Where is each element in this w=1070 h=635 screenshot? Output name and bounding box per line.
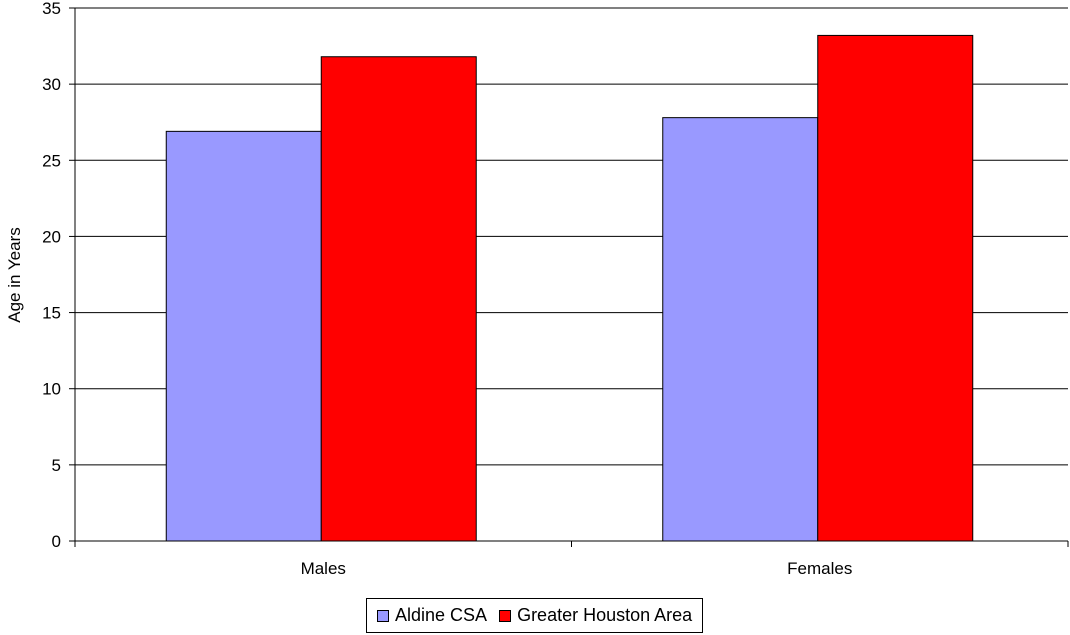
y-tick-label: 20 (42, 227, 61, 246)
legend-label-aldine: Aldine CSA (395, 605, 488, 625)
x-tick-label: Females (787, 559, 852, 578)
y-tick-label: 10 (42, 380, 61, 399)
legend-item-houston: Greater Houston Area (499, 605, 692, 626)
y-tick-label: 5 (52, 456, 61, 475)
legend-swatch-houston (499, 609, 512, 622)
y-tick-label: 25 (42, 151, 61, 170)
axes (69, 7, 1069, 547)
bars (165, 34, 974, 542)
y-axis-label: Age in Years (5, 227, 24, 322)
legend-swatch-aldine (377, 609, 389, 622)
y-tick-label: 15 (42, 304, 61, 323)
y-tick-label: 35 (42, 0, 61, 18)
legend: Aldine CSA Greater Houston Area (366, 598, 704, 633)
legend-label-houston: Greater Houston Area (517, 605, 693, 625)
x-tick-label: Males (301, 559, 346, 578)
bar-0-0 (165, 130, 322, 542)
y-tick-label: 30 (42, 75, 61, 94)
x-tick-labels: Males Females (301, 559, 853, 578)
bar-1-1 (817, 34, 974, 542)
y-tick-label: 0 (52, 532, 61, 551)
legend-item-aldine: Aldine CSA (377, 605, 487, 626)
bar-1-0 (320, 56, 477, 542)
y-tick-labels: 0 5 10 15 20 25 30 35 (42, 0, 61, 551)
bar-0-1 (662, 117, 819, 542)
